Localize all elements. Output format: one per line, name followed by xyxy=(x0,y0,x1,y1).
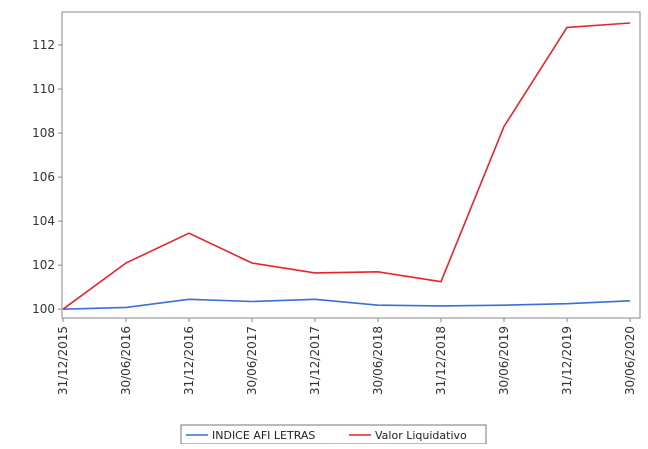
x-tick-label: 31/12/2016 xyxy=(182,326,196,395)
y-tick-label: 104 xyxy=(32,214,55,228)
x-tick-label: 30/06/2019 xyxy=(497,326,511,395)
x-tick-label: 31/12/2018 xyxy=(434,326,448,395)
x-tick-label: 31/12/2019 xyxy=(560,326,574,395)
series-layer xyxy=(62,22,631,310)
y-tick-label: 102 xyxy=(32,258,55,272)
x-tick-label: 30/06/2016 xyxy=(119,326,133,395)
y-tick-label: 110 xyxy=(32,82,55,96)
legend-label: INDICE AFI LETRAS xyxy=(212,429,315,442)
x-tick-label: 31/12/2015 xyxy=(56,326,70,395)
series-line-0 xyxy=(62,298,631,310)
x-tick-label: 30/06/2018 xyxy=(371,326,385,395)
legend: INDICE AFI LETRAS Valor Liquidativo xyxy=(180,424,487,445)
series-line-1 xyxy=(62,22,631,310)
x-tick-label: 30/06/2020 xyxy=(623,326,637,395)
y-tick-label: 100 xyxy=(32,302,55,316)
y-tick-label: 112 xyxy=(32,38,55,52)
x-axis: 31/12/2015 30/06/2016 31/12/2016 30/06/2017… xyxy=(56,318,637,395)
legend-label: Valor Liquidativo xyxy=(375,429,467,442)
x-tick-label: 30/06/2017 xyxy=(245,326,259,395)
y-tick-label: 108 xyxy=(32,126,55,140)
y-tick-label: 106 xyxy=(32,170,55,184)
x-tick-label: 31/12/2017 xyxy=(308,326,322,395)
y-axis: 100 102 104 106 108 110 112 xyxy=(32,38,62,316)
